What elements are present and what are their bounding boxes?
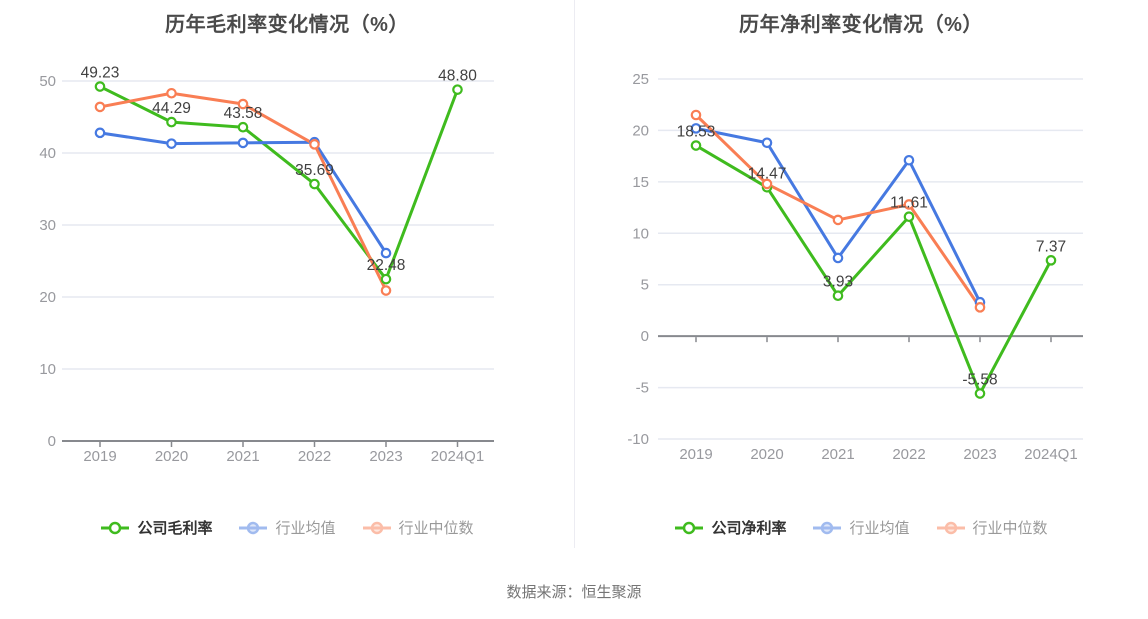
gross-margin-line-chart: 0 10 20 30 40 50 2019 2020 2021 2022 2023 2024Q1 49.… [0, 0, 574, 515]
series-points-industry-median [94, 87, 392, 296]
legend-item-company-net-margin[interactable]: 公司净利率 [674, 517, 786, 538]
svg-text:2023: 2023 [963, 446, 996, 463]
legend-label-industry-average: 行业均值 [275, 520, 336, 537]
svg-text:14.47: 14.47 [748, 165, 787, 182]
svg-text:40: 40 [39, 145, 56, 162]
svg-text:50: 50 [39, 73, 56, 90]
legend-item-industry-median[interactable]: 行业中位数 [936, 517, 1048, 538]
svg-text:18.53: 18.53 [677, 124, 716, 141]
svg-text:5: 5 [641, 277, 649, 294]
y-axis-labels: 0 10 20 30 40 50 [39, 73, 56, 450]
svg-text:2019: 2019 [679, 446, 712, 463]
svg-text:2022: 2022 [298, 448, 331, 465]
svg-text:35.69: 35.69 [295, 162, 334, 179]
legend-label-company-net-margin: 公司净利率 [711, 520, 787, 537]
svg-text:15: 15 [632, 174, 649, 191]
svg-text:3.93: 3.93 [823, 274, 853, 291]
svg-text:44.29: 44.29 [152, 100, 191, 117]
y-axis-labels: -10 -5 0 5 10 15 20 25 [627, 71, 649, 448]
svg-text:7.37: 7.37 [1036, 238, 1066, 255]
legend-label-industry-median: 行业中位数 [398, 520, 474, 537]
chart-title-net-margin: 历年净利率变化情况（%） [739, 14, 983, 36]
series-line-industry-average [99, 131, 388, 254]
legend-label-industry-average: 行业均值 [849, 520, 910, 537]
legend-item-company-gross-margin[interactable]: 公司毛利率 [100, 517, 212, 538]
panel-divider [574, 0, 575, 548]
svg-text:0: 0 [641, 328, 649, 345]
svg-text:25: 25 [632, 71, 649, 88]
svg-text:2020: 2020 [750, 446, 783, 463]
data-labels-company-net-margin: 18.53 14.47 3.93 11.61 -5.58 7.37 [677, 124, 1066, 389]
legend-marker-company-gross-margin [101, 521, 130, 534]
series-line-company-gross-margin [99, 85, 459, 281]
gridlines [62, 80, 494, 370]
svg-text:43.58: 43.58 [224, 105, 263, 122]
series-points-industry-median [690, 109, 986, 313]
legend-item-industry-average[interactable]: 行业均值 [238, 517, 336, 538]
svg-text:30: 30 [39, 217, 56, 234]
x-axis-labels: 2019 2020 2021 2022 2023 2024Q1 [83, 448, 484, 465]
svg-text:49.23: 49.23 [81, 65, 120, 82]
svg-text:0: 0 [48, 433, 56, 450]
data-source: 数据来源：恒生聚源 [506, 584, 642, 601]
legend-item-industry-average[interactable]: 行业均值 [812, 517, 910, 538]
legend-label-company-gross-margin: 公司毛利率 [137, 520, 213, 537]
svg-text:2023: 2023 [369, 448, 402, 465]
data-labels-company-gross-margin: 49.23 44.29 43.58 35.69 22.48 48.80 [81, 65, 478, 275]
svg-text:20: 20 [632, 122, 649, 139]
svg-text:2021: 2021 [226, 448, 259, 465]
chart-legend-net-margin: 公司净利率 行业均值 行业中位数 [574, 517, 1148, 538]
svg-text:-5: -5 [636, 380, 649, 397]
legend-marker-industry-average [239, 521, 268, 534]
svg-text:10: 10 [632, 225, 649, 242]
charts-row: 0 10 20 30 40 50 2019 2020 2021 2022 2023 2024Q1 49.… [0, 0, 1148, 560]
legend-marker-company-net-margin [675, 521, 704, 534]
gross-margin-chart-panel: 0 10 20 30 40 50 2019 2020 2021 2022 2023 2024Q1 49.… [0, 0, 574, 560]
x-axis [658, 335, 1083, 343]
legend-item-industry-median[interactable]: 行业中位数 [362, 517, 474, 538]
svg-text:20: 20 [39, 289, 56, 306]
series-points-company-net-margin [690, 140, 1057, 399]
svg-text:48.80: 48.80 [438, 68, 477, 85]
svg-text:-10: -10 [627, 431, 649, 448]
legend-marker-industry-median [936, 521, 965, 534]
net-margin-line-chart: -10 -5 0 5 10 15 20 25 2019 2020 2021 2022 2023 2024Q… [574, 0, 1148, 515]
legend-marker-industry-median [362, 521, 391, 534]
svg-text:11.61: 11.61 [890, 195, 928, 212]
legend-label-industry-median: 行业中位数 [972, 520, 1048, 537]
svg-text:2024Q1: 2024Q1 [431, 448, 484, 465]
series-line-company-net-margin [695, 144, 1053, 396]
net-margin-chart-panel: -10 -5 0 5 10 15 20 25 2019 2020 2021 2022 2023 2024Q… [574, 0, 1148, 560]
x-axis-labels: 2019 2020 2021 2022 2023 2024Q1 [679, 446, 1077, 463]
svg-text:10: 10 [39, 361, 56, 378]
series-points-company-gross-margin [94, 81, 463, 285]
svg-text:22.48: 22.48 [367, 257, 406, 274]
svg-text:-5.58: -5.58 [962, 372, 997, 389]
svg-text:2024Q1: 2024Q1 [1024, 446, 1077, 463]
chart-title-gross-margin: 历年毛利率变化情况（%） [165, 14, 409, 36]
legend-marker-industry-average [813, 521, 842, 534]
gridlines [658, 78, 1083, 440]
svg-text:2022: 2022 [892, 446, 925, 463]
x-axis [62, 440, 494, 447]
chart-legend-gross-margin: 公司毛利率 行业均值 行业中位数 [0, 517, 574, 538]
svg-text:2021: 2021 [821, 446, 854, 463]
svg-text:2019: 2019 [83, 448, 116, 465]
svg-text:2020: 2020 [155, 448, 188, 465]
